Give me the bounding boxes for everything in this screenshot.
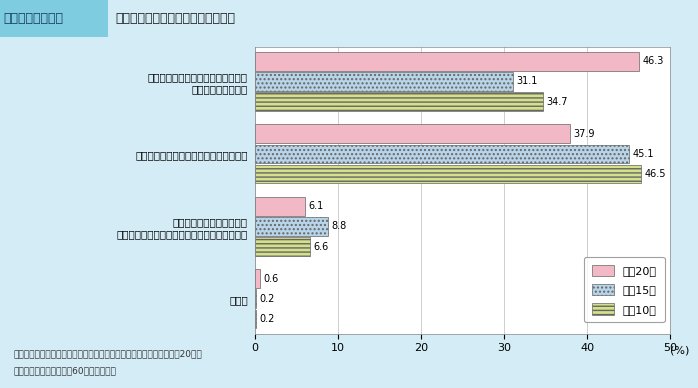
- Text: 6.6: 6.6: [313, 241, 328, 251]
- Bar: [255, 52, 639, 71]
- Bar: [255, 237, 310, 256]
- Text: 45.1: 45.1: [632, 149, 654, 159]
- Bar: [255, 92, 543, 111]
- Bar: [255, 72, 513, 91]
- Text: 46.3: 46.3: [643, 56, 664, 66]
- Text: 奉仕的な活動の報酬についての意識: 奉仕的な活動の報酬についての意識: [115, 12, 235, 25]
- Text: 31.1: 31.1: [517, 76, 537, 87]
- Bar: [255, 310, 256, 328]
- Text: 0.2: 0.2: [260, 294, 275, 304]
- Bar: [255, 217, 328, 236]
- Text: 8.8: 8.8: [331, 221, 346, 231]
- Bar: [255, 289, 256, 308]
- Text: （注）調査対象は、全国60歳以上の男女: （注）調査対象は、全国60歳以上の男女: [14, 367, 117, 376]
- Text: 0.6: 0.6: [263, 274, 279, 284]
- Legend: 平成20年, 平成15年, 平成10年: 平成20年, 平成15年, 平成10年: [584, 257, 664, 322]
- Bar: [255, 269, 260, 288]
- Text: 37.9: 37.9: [573, 129, 595, 139]
- Text: 図１－２－５－９: 図１－２－５－９: [3, 12, 64, 25]
- Text: (%): (%): [670, 346, 690, 356]
- Text: 34.7: 34.7: [547, 97, 567, 107]
- Text: 6.1: 6.1: [309, 201, 324, 211]
- Bar: [0, 0, 108, 37]
- Bar: [255, 165, 641, 184]
- Text: 46.5: 46.5: [644, 169, 666, 179]
- Text: 0.2: 0.2: [260, 314, 275, 324]
- Bar: [255, 125, 570, 143]
- Bar: [255, 145, 630, 163]
- Text: 資料：内閣府「高齢者の地域社会への参加に関する意識調査」（平成20年）: 資料：内閣府「高齢者の地域社会への参加に関する意識調査」（平成20年）: [14, 349, 202, 358]
- Bar: [255, 197, 306, 215]
